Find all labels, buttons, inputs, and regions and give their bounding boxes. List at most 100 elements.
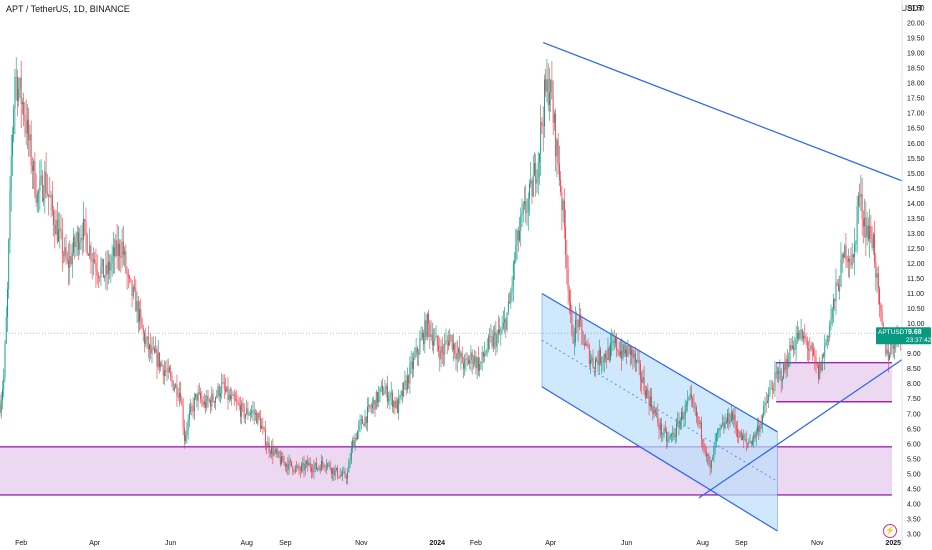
candle[interactable] — [187, 414, 189, 440]
candle[interactable] — [881, 304, 883, 326]
candle[interactable] — [79, 227, 81, 256]
candle[interactable] — [851, 242, 853, 269]
candle[interactable] — [81, 222, 83, 256]
candle[interactable] — [175, 382, 177, 389]
candle[interactable] — [73, 227, 74, 257]
candle[interactable] — [770, 380, 772, 390]
candle[interactable] — [453, 333, 454, 362]
candle[interactable] — [621, 338, 623, 371]
candle[interactable] — [544, 74, 545, 139]
candle[interactable] — [181, 396, 183, 406]
candle[interactable] — [235, 391, 236, 402]
candle[interactable] — [864, 198, 866, 238]
candle[interactable] — [313, 459, 315, 480]
candle[interactable] — [799, 330, 801, 341]
candle[interactable] — [428, 309, 430, 338]
candle[interactable] — [723, 416, 725, 434]
candle[interactable] — [308, 458, 310, 466]
candle[interactable] — [144, 330, 145, 353]
candle[interactable] — [566, 239, 568, 285]
candle[interactable] — [45, 152, 47, 199]
candle[interactable] — [810, 341, 812, 352]
candle[interactable] — [207, 389, 209, 408]
candle[interactable] — [668, 431, 670, 443]
candle[interactable] — [718, 427, 720, 439]
candle[interactable] — [717, 428, 719, 442]
candle[interactable] — [560, 171, 562, 196]
candle[interactable] — [760, 414, 762, 430]
candle[interactable] — [193, 392, 195, 421]
candle[interactable] — [177, 387, 179, 402]
candle[interactable] — [131, 280, 133, 308]
candle[interactable] — [75, 231, 77, 257]
candle[interactable] — [637, 349, 639, 363]
candle[interactable] — [870, 214, 872, 244]
candle[interactable] — [88, 252, 89, 256]
candle[interactable] — [293, 469, 295, 475]
candle[interactable] — [438, 335, 439, 358]
candle[interactable] — [492, 326, 494, 353]
candle[interactable] — [159, 352, 160, 374]
candle[interactable] — [819, 356, 821, 381]
candle[interactable] — [166, 359, 168, 382]
candle[interactable] — [10, 134, 12, 212]
candle[interactable] — [156, 345, 158, 380]
candle[interactable] — [93, 247, 94, 276]
candle[interactable] — [633, 349, 635, 368]
candle[interactable] — [469, 355, 471, 370]
candle[interactable] — [820, 361, 822, 373]
candle[interactable] — [530, 161, 532, 188]
candle[interactable] — [841, 252, 843, 274]
candle[interactable] — [364, 409, 366, 428]
candle[interactable] — [205, 394, 207, 414]
candle[interactable] — [800, 318, 802, 342]
candle[interactable] — [657, 403, 659, 427]
candle[interactable] — [556, 137, 558, 178]
candle[interactable] — [724, 413, 726, 430]
candle[interactable] — [501, 315, 503, 336]
candle[interactable] — [304, 459, 306, 476]
candle[interactable] — [28, 107, 30, 157]
candle[interactable] — [575, 306, 577, 347]
candle[interactable] — [531, 177, 533, 205]
candle[interactable] — [536, 169, 538, 194]
candle[interactable] — [127, 268, 129, 289]
candle[interactable] — [552, 80, 554, 135]
candle[interactable] — [709, 456, 711, 476]
candle[interactable] — [806, 336, 808, 361]
candle[interactable] — [197, 385, 199, 411]
candle[interactable] — [880, 302, 882, 322]
candle[interactable] — [608, 345, 610, 363]
candle[interactable] — [651, 387, 653, 412]
candle[interactable] — [256, 410, 258, 424]
candle[interactable] — [744, 432, 746, 442]
candle[interactable] — [101, 257, 103, 274]
candle[interactable] — [757, 417, 758, 436]
candle[interactable] — [583, 334, 585, 350]
candle[interactable] — [261, 418, 263, 430]
candle[interactable] — [830, 304, 832, 331]
candle[interactable] — [112, 231, 114, 275]
candle[interactable] — [241, 400, 243, 425]
candle[interactable] — [334, 464, 336, 480]
candle[interactable] — [40, 159, 42, 186]
candle[interactable] — [479, 357, 481, 377]
candle[interactable] — [53, 206, 55, 237]
candle[interactable] — [248, 411, 250, 416]
channel-lower-line[interactable] — [541, 386, 778, 532]
candle[interactable] — [69, 240, 71, 285]
candle[interactable] — [673, 427, 675, 441]
candle[interactable] — [698, 416, 700, 429]
candle[interactable] — [236, 390, 238, 411]
candle[interactable] — [307, 455, 309, 472]
candle[interactable] — [253, 401, 255, 425]
candle[interactable] — [39, 160, 41, 211]
candle[interactable] — [23, 92, 25, 127]
candle[interactable] — [340, 470, 342, 477]
candle[interactable] — [106, 249, 108, 291]
candle[interactable] — [354, 433, 356, 451]
candle[interactable] — [620, 339, 621, 359]
candle[interactable] — [390, 381, 392, 406]
candle[interactable] — [339, 467, 341, 479]
candle[interactable] — [707, 453, 709, 465]
